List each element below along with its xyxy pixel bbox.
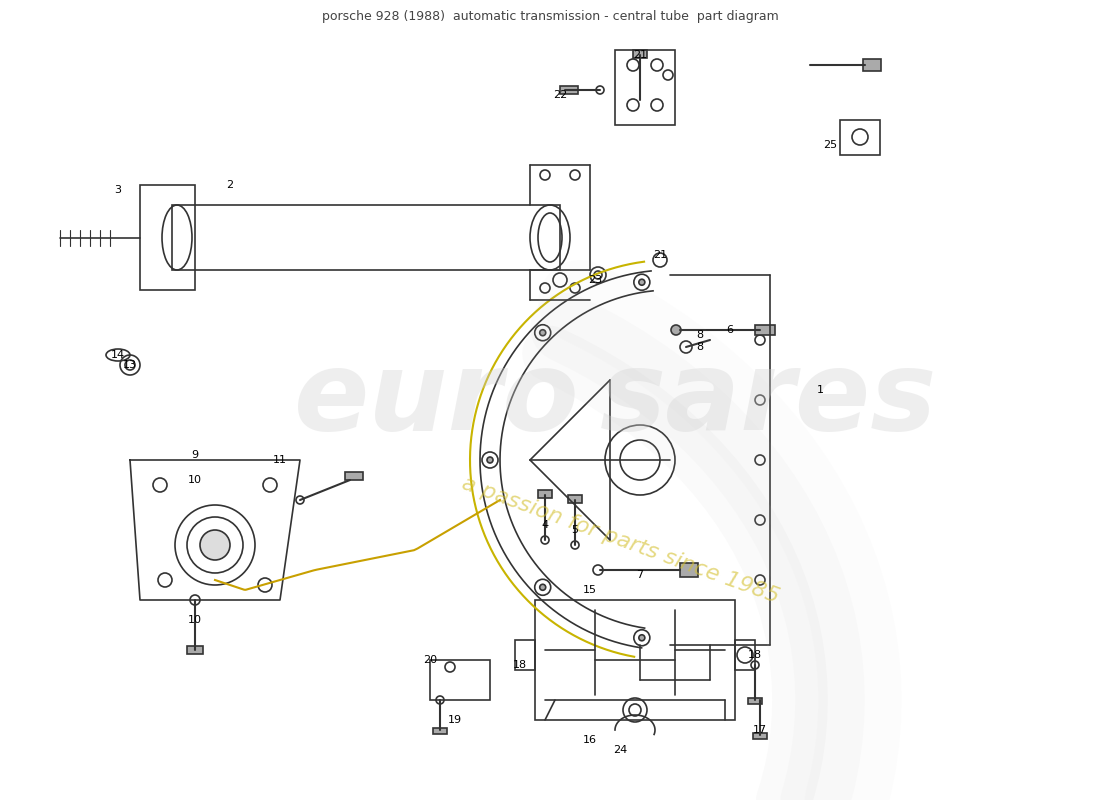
Bar	[755, 325, 775, 335]
Bar	[187, 646, 204, 654]
Text: 25: 25	[823, 140, 837, 150]
Circle shape	[540, 584, 546, 590]
Bar	[560, 86, 578, 94]
Text: 21: 21	[653, 250, 667, 260]
Bar	[172, 205, 560, 270]
Circle shape	[671, 325, 681, 335]
Text: 19: 19	[448, 715, 462, 725]
Circle shape	[639, 279, 645, 286]
Bar	[515, 640, 535, 670]
Bar	[345, 472, 363, 480]
Bar	[748, 698, 762, 704]
Text: 8: 8	[696, 342, 704, 352]
Bar	[140, 185, 195, 290]
Text: 23: 23	[587, 275, 602, 285]
Bar	[632, 50, 647, 58]
Text: 9: 9	[191, 450, 199, 460]
Text: 10: 10	[188, 475, 202, 485]
Text: euro: euro	[295, 346, 580, 454]
Text: 14: 14	[111, 350, 125, 360]
Text: 4: 4	[541, 520, 549, 530]
Bar	[538, 490, 552, 498]
Text: 8: 8	[696, 330, 704, 340]
Text: 10: 10	[188, 615, 202, 625]
Text: 18: 18	[748, 650, 762, 660]
Bar	[430, 660, 490, 700]
Text: 2: 2	[227, 180, 233, 190]
Circle shape	[200, 530, 230, 560]
Circle shape	[639, 634, 645, 641]
Text: 6: 6	[726, 325, 734, 335]
Text: 13: 13	[123, 360, 138, 370]
Text: 24: 24	[613, 745, 627, 755]
Text: 1: 1	[816, 385, 824, 395]
Bar	[864, 59, 881, 71]
Text: 20: 20	[422, 655, 437, 665]
Text: 7: 7	[637, 570, 644, 580]
Text: 5: 5	[572, 525, 579, 535]
Bar	[568, 495, 582, 503]
Bar	[535, 600, 735, 720]
Bar	[615, 50, 675, 125]
Text: 15: 15	[583, 585, 597, 595]
Text: 21: 21	[632, 50, 647, 60]
Text: 18: 18	[513, 660, 527, 670]
Text: 11: 11	[273, 455, 287, 465]
Bar	[754, 733, 767, 739]
Bar	[680, 563, 698, 577]
Circle shape	[487, 457, 493, 463]
Text: sares: sares	[600, 346, 937, 454]
Text: porsche 928 (1988)  automatic transmission - central tube  part diagram: porsche 928 (1988) automatic transmissio…	[321, 10, 779, 23]
Text: 22: 22	[553, 90, 568, 100]
Text: 17: 17	[752, 725, 767, 735]
Bar	[840, 120, 880, 155]
Bar	[433, 728, 447, 734]
Text: 3: 3	[114, 185, 121, 195]
Text: a passion for parts since 1985: a passion for parts since 1985	[459, 473, 781, 607]
Text: 16: 16	[583, 735, 597, 745]
Bar	[735, 640, 755, 670]
Circle shape	[540, 330, 546, 336]
